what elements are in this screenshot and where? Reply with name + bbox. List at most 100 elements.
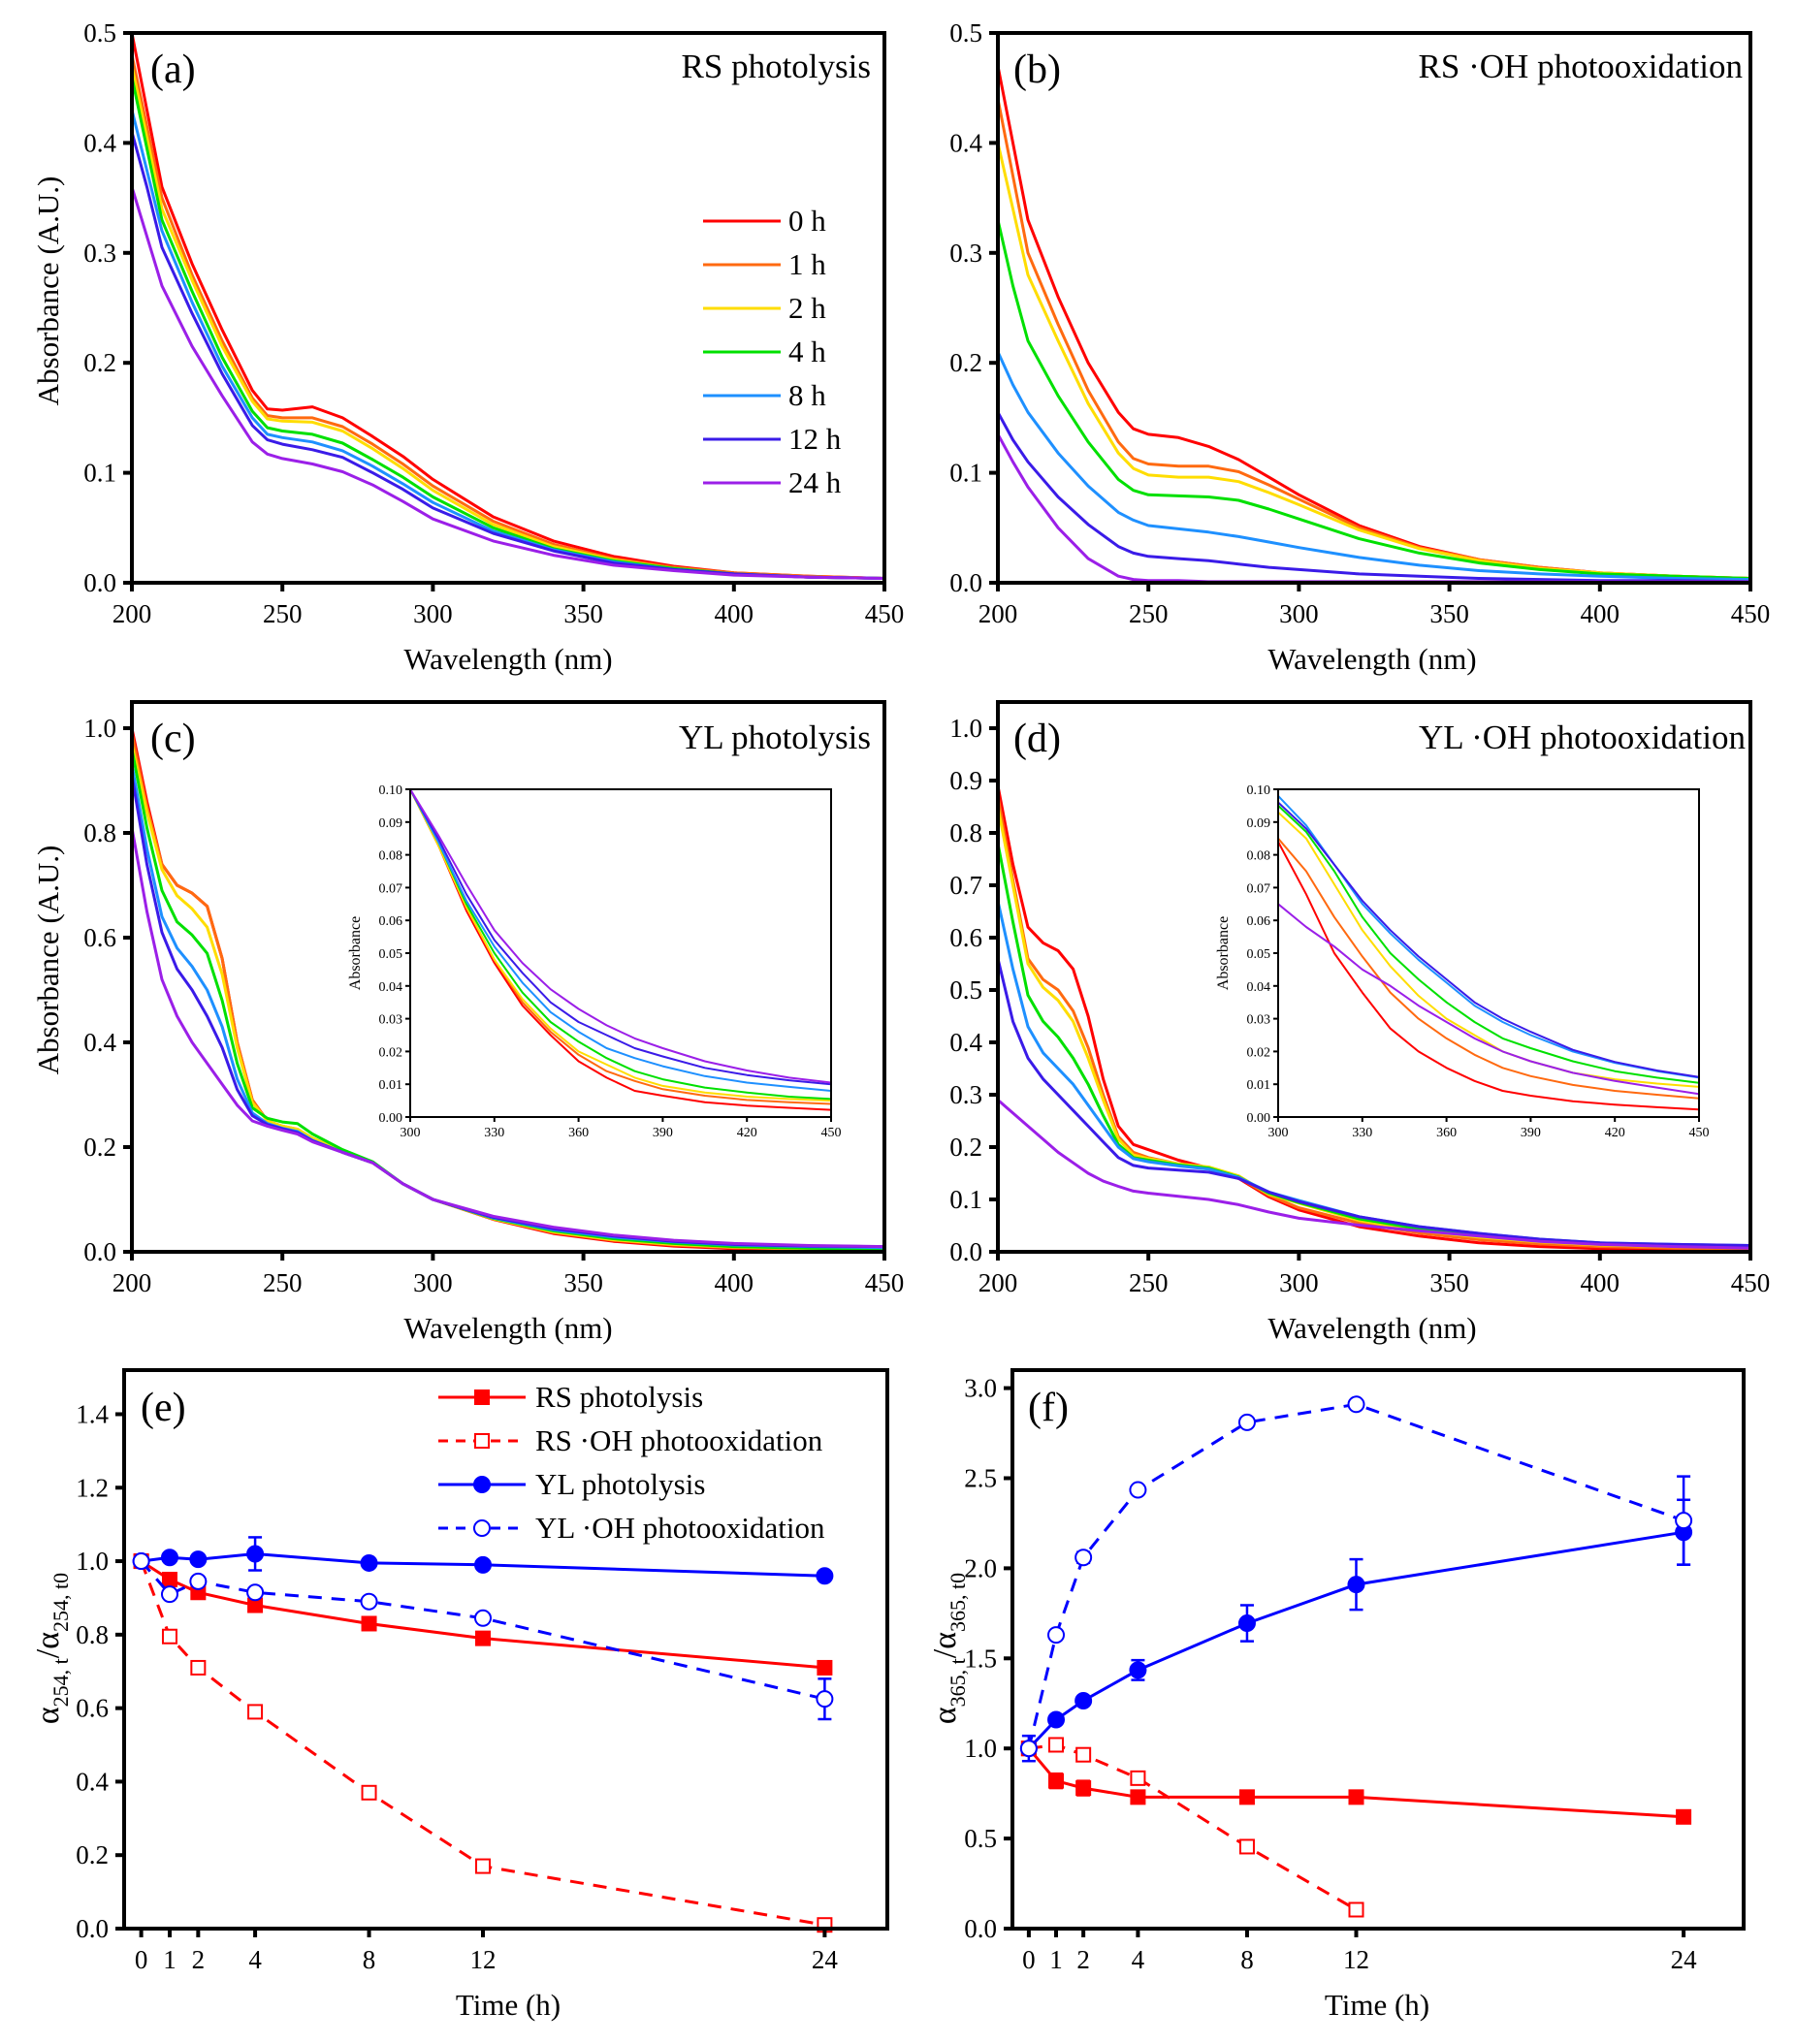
panel-label: (a) [150,48,196,92]
y-tick-label: 0.0 [83,568,116,597]
x-tick-label: 390 [1521,1126,1541,1140]
spectrum-line-8h [998,351,1750,582]
data-point-square [161,1628,177,1645]
y-tick-label: 0.3 [83,239,116,268]
panel-label: (d) [1013,717,1061,761]
data-point-circle [1237,1614,1256,1633]
x-tick-label: 300 [1279,1268,1319,1297]
series-yl-oh-photooxidation [1019,1395,1693,1758]
inset-line-2h [410,789,831,1102]
inset-chart: 300 330 360 390 420 450 0.00 0.01 0.02 0.03 0.04 0.… [1215,783,1710,1140]
y-tick-label: 0.7 [949,871,982,900]
spectrum-line-24h [132,186,884,580]
legend: RS photolysis RS ·OH photooxidation YL pho… [438,1380,825,1545]
data-point-circle [1019,1740,1038,1758]
y-tick-label: 0.2 [949,348,982,377]
inset-background [1278,789,1699,1117]
y-tick-label: 0.3 [949,239,982,268]
y-tick-label: 0.6 [949,923,982,952]
data-point-square [474,1433,490,1449]
legend-label: 12 h [788,422,842,456]
y-tick-label: 0.03 [1247,1013,1271,1028]
data-point-circle [1129,1481,1147,1499]
data-point-circle [1347,1395,1365,1414]
inset-chart: 300 330 360 390 420 450 0.00 0.01 0.02 0.03 0.04 0.… [347,783,842,1140]
x-axis-title: Wavelength (nm) [1267,642,1476,676]
x-tick-label: 2 [192,1945,206,1974]
x-tick-label: 4 [248,1945,262,1974]
y-axis-title-part: 254, t [48,1658,73,1707]
inset-line-0h [1278,841,1699,1111]
data-point-square [161,1572,177,1587]
y-tick-label: 0.5 [949,18,982,48]
y-tick-label: 1.0 [964,1734,997,1763]
data-point-circle [1074,1691,1093,1709]
inset-background [410,789,831,1117]
x-tick-label: 250 [1129,599,1169,628]
inset-line-0h [410,789,831,1111]
y-tick-label: 0.2 [76,1840,109,1869]
series-line [140,1560,825,1701]
inset-line-4h [1278,805,1699,1084]
data-point-circle [1047,1710,1066,1729]
inset-y-axis-title: Absorbance [347,916,364,990]
series-group [132,33,884,580]
y-tick-label: 0.4 [76,1767,109,1796]
panel-label: (b) [1013,48,1061,92]
panel-label: (e) [141,1386,186,1430]
legend-label: 24 h [788,465,842,499]
series-rs-oh-photooxidation [1020,1737,1364,1918]
inset-series-group [410,789,831,1111]
data-point-circle [474,1609,493,1627]
y-tick-label: 0.8 [949,818,982,847]
data-point-square [475,1858,492,1874]
y-tick-label: 0.5 [949,975,982,1005]
data-point-square [1348,1901,1364,1918]
spectrum-line-2h [998,143,1750,580]
x-tick-label: 300 [413,1268,453,1297]
y-axis-title-part: /α [927,1632,963,1658]
y-tick-label: 0.3 [949,1080,982,1109]
spectrum-line-4h [132,77,884,580]
y-axis-title: α365, t/α365, t0 [927,1573,970,1724]
spectrum-line-4h [998,219,1750,580]
spectrum-line-2h [132,65,884,580]
x-axis-title: Time (h) [1325,1988,1429,2022]
spectrum-line-24h [132,827,884,1249]
y-tick-label: 0.09 [379,816,403,831]
x-tick-label: 350 [563,599,603,628]
x-tick-label: 450 [865,599,905,628]
inset-line-4h [410,789,831,1101]
y-tick-label: 0.06 [1247,914,1271,929]
y-tick-label: 0.0 [949,1237,982,1266]
inset-line-24h [1278,903,1699,1096]
x-tick-label: 24 [1671,1945,1698,1974]
data-point-circle [160,1585,178,1604]
panel-label: (f) [1028,1386,1069,1430]
legend-label: RS photolysis [535,1380,703,1414]
x-axis-title: Time (h) [456,1988,561,2022]
x-tick-label: 390 [653,1126,673,1140]
x-tick-label: 420 [737,1126,757,1140]
y-tick-label: 0.1 [83,459,116,488]
data-point-square [1238,1789,1255,1805]
x-tick-label: 250 [263,1268,303,1297]
legend-label: 2 h [788,291,826,325]
y-tick-label: 1.2 [76,1473,109,1502]
x-tick-label: 2 [1076,1945,1090,1974]
y-tick-label: 0.09 [1247,816,1271,831]
data-point-circle [1129,1661,1147,1679]
data-point-square [1130,1770,1146,1786]
x-tick-label: 8 [363,1945,376,1974]
x-tick-label: 350 [1429,1268,1469,1297]
y-tick-label: 0.4 [83,128,116,157]
data-point-circle [816,1690,834,1709]
data-point-circle [160,1549,178,1567]
legend-label: 8 h [788,378,826,412]
x-axis-title: Wavelength (nm) [1267,1311,1476,1345]
y-tick-label: 0.04 [379,980,403,995]
data-point-circle [246,1545,265,1563]
x-tick-label: 350 [563,1268,603,1297]
spectrum-line-24h [998,1099,1750,1250]
series-yl-oh-photooxidation [132,1552,834,1721]
